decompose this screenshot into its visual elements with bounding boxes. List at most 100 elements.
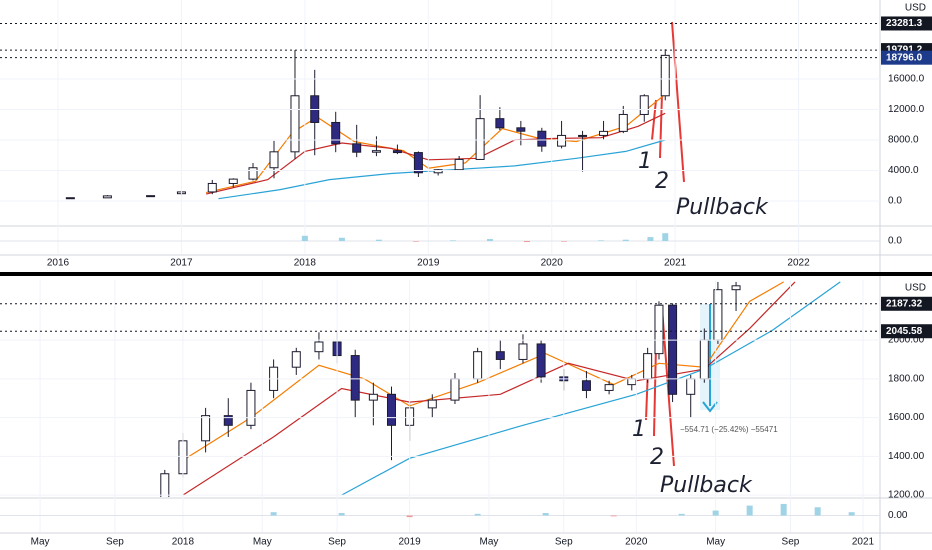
histogram-bar	[678, 513, 685, 516]
indicator-tick-label: 0.00	[888, 510, 908, 521]
drawing-line	[653, 344, 657, 437]
y-tick-label: 12000.0	[888, 104, 925, 115]
x-tick-label: Sep	[555, 537, 573, 548]
y-tick-label: 1800.00	[888, 373, 925, 384]
candle-body	[368, 393, 378, 401]
candle-body	[248, 167, 258, 180]
candle-body	[536, 343, 546, 378]
price-label-box	[881, 16, 932, 31]
candle-body	[207, 182, 217, 193]
histogram-bar	[610, 515, 617, 517]
candle-body	[654, 304, 664, 355]
candle-body	[668, 304, 678, 395]
annotation: 1	[638, 149, 652, 174]
annotation: Pullback	[660, 473, 753, 498]
drawing-line	[671, 21, 685, 183]
measure-arrow-head	[702, 401, 718, 413]
candle-body	[639, 95, 649, 115]
histogram-bar	[622, 239, 629, 241]
x-tick-label: 2020	[625, 537, 648, 548]
candle-body	[557, 134, 567, 147]
candle-body	[223, 415, 233, 426]
indicator-tick-label: 0.0	[888, 236, 902, 247]
price-label-box	[881, 50, 932, 65]
measure-label: −554.71 (−25.42%) −55471	[680, 425, 778, 434]
candle-body	[350, 355, 360, 401]
candle-body	[160, 473, 170, 497]
y-tick-label: 8000.0	[888, 135, 919, 146]
histogram-bar	[412, 241, 419, 242]
candle-body	[495, 351, 505, 360]
x-tick-label: 2021	[664, 258, 687, 269]
x-tick-label: May	[31, 537, 50, 548]
histogram-bar	[474, 513, 481, 516]
currency-label: USD	[905, 3, 926, 14]
moving-average-line	[218, 139, 666, 200]
x-tick-label: May	[706, 537, 725, 548]
candle-body	[371, 150, 381, 153]
candle-body	[473, 351, 483, 380]
candle-body	[386, 393, 396, 426]
drawing-line	[651, 99, 657, 141]
histogram-bar	[270, 512, 277, 516]
histogram-bar	[301, 235, 308, 241]
histogram-bar	[746, 505, 753, 516]
candle-body	[660, 54, 670, 97]
candle-body	[731, 285, 741, 291]
histogram-bar	[406, 515, 413, 518]
candle-body	[518, 343, 528, 360]
annotation: 2	[650, 445, 664, 470]
candle-body	[713, 289, 723, 341]
candle-body	[433, 169, 443, 174]
candle-body	[201, 415, 211, 442]
plot	[160, 281, 841, 497]
histogram-bar	[524, 241, 531, 243]
candle-body	[475, 118, 485, 160]
pane-separator	[0, 272, 932, 276]
candle-body	[686, 378, 696, 395]
histogram-bar	[449, 240, 456, 241]
candle-body	[699, 339, 709, 380]
candle-body	[618, 113, 628, 132]
histogram-bar	[662, 233, 669, 241]
candle-body	[627, 378, 637, 386]
histogram-bar	[598, 240, 605, 241]
histogram-bar	[561, 241, 568, 242]
candle-body	[146, 195, 156, 198]
price-label: 19791.2	[886, 45, 923, 56]
price-label-box	[881, 324, 932, 339]
x-tick-label: 2022	[787, 258, 810, 269]
x-tick-label: May	[480, 537, 499, 548]
candle-body	[643, 353, 653, 380]
candle-body	[427, 399, 437, 409]
y-tick-label: 1200.00	[888, 490, 925, 501]
histogram-bar	[375, 239, 382, 241]
candle-body	[599, 130, 609, 136]
drawing-line	[661, 307, 675, 467]
histogram-bar	[338, 513, 345, 516]
x-tick-label: 2017	[170, 258, 193, 269]
histogram-bar	[780, 503, 787, 516]
plot	[65, 49, 670, 200]
y-tick-label: 1400.00	[888, 451, 925, 462]
histogram-bar	[338, 237, 345, 241]
y-tick-label: 2000.00	[888, 335, 925, 346]
y-tick-label: 4000.0	[888, 165, 919, 176]
moving-average-line	[182, 281, 784, 461]
candle-body	[290, 95, 300, 153]
candle-body	[65, 197, 75, 200]
candle-body	[604, 384, 614, 391]
annotation: 1	[632, 417, 646, 442]
histogram-bar	[712, 510, 719, 516]
y-tick-label: 0.0	[888, 196, 902, 207]
x-tick-label: 2018	[172, 537, 195, 548]
candle-body	[495, 118, 505, 129]
candle-body	[291, 351, 301, 368]
x-tick-label: Sep	[782, 537, 800, 548]
histogram-bar	[848, 512, 855, 516]
candle-body	[581, 380, 591, 391]
histogram-bar	[647, 237, 654, 241]
annotation: 2	[655, 169, 669, 194]
x-tick-label: 2018	[294, 258, 317, 269]
